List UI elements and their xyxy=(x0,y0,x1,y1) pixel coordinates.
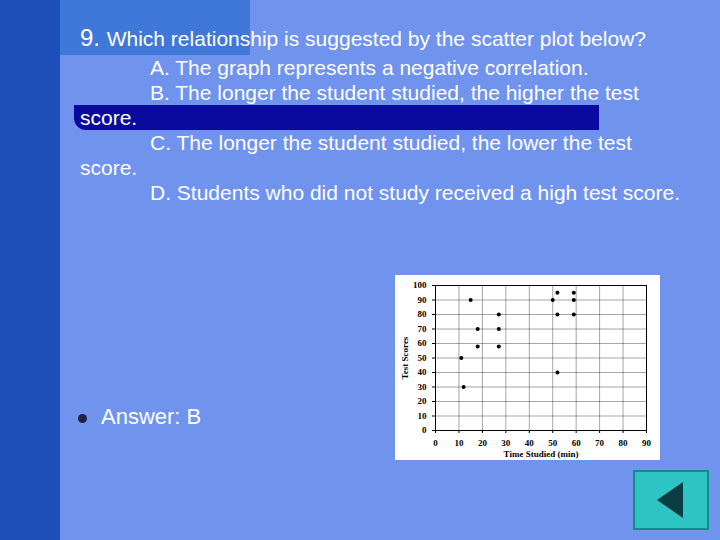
html-text:A. The graph represents a nega: A. The graph represents a negative corre… xyxy=(150,56,589,79)
html-text:B. The longer the student stud: B. The longer the student studied, the h… xyxy=(80,81,639,129)
svg-text:0: 0 xyxy=(433,438,438,448)
svg-text:10: 10 xyxy=(454,438,464,448)
svg-text:80: 80 xyxy=(418,309,428,319)
svg-text:70: 70 xyxy=(595,438,605,448)
svg-text:60: 60 xyxy=(418,338,428,348)
svg-text:100: 100 xyxy=(413,280,427,290)
svg-text:40: 40 xyxy=(525,438,535,448)
svg-text:40: 40 xyxy=(418,367,428,377)
svg-text:Time Studied (min): Time Studied (min) xyxy=(504,449,579,459)
html-text:D. Students who did not study: D. Students who did not study received a… xyxy=(150,181,680,204)
svg-text:90: 90 xyxy=(642,438,652,448)
svg-text:50: 50 xyxy=(418,353,428,363)
svg-text:50: 50 xyxy=(548,438,558,448)
svg-text:20: 20 xyxy=(478,438,488,448)
html-text:C. The longer the student stud: C. The longer the student studied, the l… xyxy=(80,131,632,179)
html-text:Answer: B: Answer: B xyxy=(101,404,202,429)
html-text:9. Which relationship is sugge: 9. Which relationship is suggested by th… xyxy=(80,24,646,51)
svg-text:10: 10 xyxy=(418,411,428,421)
svg-text:70: 70 xyxy=(418,324,428,334)
svg-text:30: 30 xyxy=(501,438,511,448)
svg-text:30: 30 xyxy=(418,382,428,392)
svg-text:80: 80 xyxy=(619,438,629,448)
svg-text:0: 0 xyxy=(422,425,427,435)
svg-text:90: 90 xyxy=(418,295,428,305)
svg-text:60: 60 xyxy=(572,438,582,448)
svg-text:20: 20 xyxy=(418,396,428,406)
svg-text:Test Scores: Test Scores xyxy=(400,336,410,379)
